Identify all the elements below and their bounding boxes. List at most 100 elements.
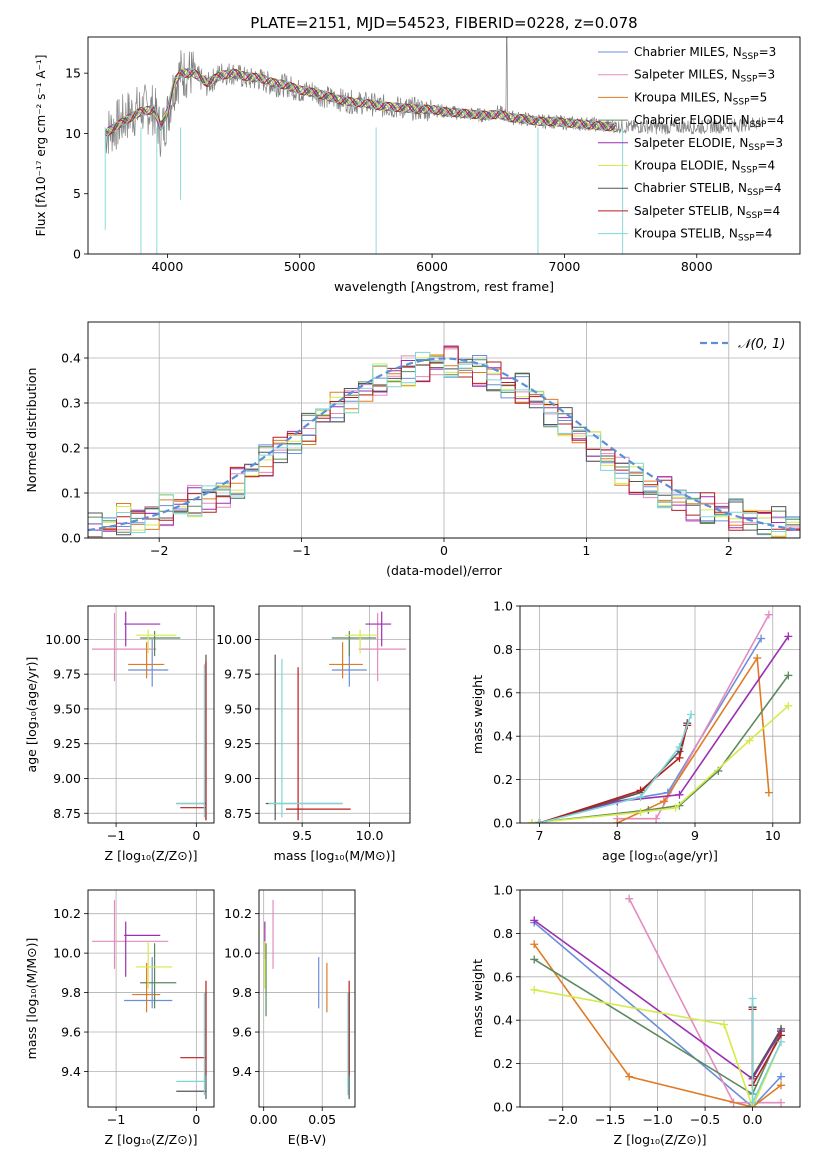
y-tick-label: 1.0: [493, 599, 513, 614]
y-tick-label: 10.2: [224, 906, 252, 921]
x-axis-label: age [log₁₀(age/yr)]: [602, 848, 718, 863]
plot-area: [104, 37, 764, 254]
chart-weight-vs-age: 7 8 9 10 0.0 0.2 0.4 0.6 0.8 1.0 age [log₁₀(age/yr…: [470, 599, 801, 863]
y-tick-label: 0.2: [61, 441, 81, 456]
y-tick-label: 9.00: [224, 771, 252, 786]
x-tick-label: 1: [582, 543, 590, 558]
plot-area: [527, 610, 793, 823]
plot-area: [264, 899, 350, 1100]
y-axis-label: age [log₁₀(age/yr)]: [24, 657, 39, 773]
legend-subscript: SSP: [748, 143, 765, 153]
plot-area: [530, 894, 786, 1107]
x-tick-label: 8: [613, 828, 621, 843]
observed-spectrum: [104, 37, 764, 157]
x-tick-label: −1.0: [642, 1112, 672, 1127]
y-tick-label: 0.1: [61, 486, 81, 501]
y-axis-label: mass weight: [470, 675, 485, 754]
axes-frame: [87, 321, 801, 539]
x-axis-label: wavelength [Angstrom, rest frame]: [334, 279, 554, 294]
weight-marker: [777, 1098, 786, 1107]
model-spectrum-1: [105, 68, 617, 137]
y-tick-label: 10.0: [224, 946, 252, 961]
y-tick-label: 0.2: [493, 772, 513, 787]
x-tick-label: 0: [440, 543, 448, 558]
weight-marker: [757, 634, 766, 643]
weight-marker: [784, 671, 793, 680]
legend-subscript: SSP: [742, 52, 759, 62]
weight-marker: [675, 743, 684, 752]
axes-frame: [519, 889, 801, 1108]
y-tick-label: 0.0: [493, 816, 513, 831]
weight-marker: [530, 955, 539, 964]
legend-subscript: SSP: [741, 166, 758, 176]
weight-line-8: [539, 714, 692, 823]
x-axis-label: Z [log₁₀(Z/Z⊙)]: [105, 848, 198, 863]
axes-frame: [87, 605, 215, 824]
y-tick-label: 0.0: [61, 531, 81, 546]
x-tick-label: 0.05: [308, 1112, 336, 1127]
x-tick-label: −0.5: [690, 1112, 720, 1127]
x-tick-label: 10: [765, 828, 781, 843]
plot-area: [88, 345, 800, 538]
legend-label: Kroupa ELODIE, NSSP=4: [634, 159, 775, 176]
legend-subscript: SSP: [750, 120, 767, 130]
legend-subscript: SSP: [733, 97, 750, 107]
weight-marker: [535, 819, 544, 823]
legend-subscript: SSP: [738, 234, 755, 244]
y-tick-label: 10.0: [53, 946, 81, 961]
x-tick-label: 0.00: [250, 1112, 278, 1127]
legend-value: =4: [757, 159, 775, 173]
x-tick-label: −1: [292, 543, 310, 558]
y-axis-label: mass [log₁₀(M/M⊙)]: [24, 938, 39, 1060]
weight-marker: [764, 610, 773, 619]
chart-age-vs-mass: 9.5 10.0 8.75 9.00 9.25 9.50 9.75 10.00 mass [lo…: [216, 605, 411, 863]
y-tick-label: 0.8: [493, 642, 513, 657]
y-tick-label: 9.50: [224, 701, 252, 716]
weight-line-2: [533, 943, 782, 1107]
weight-marker: [748, 994, 757, 1003]
y-tick-label: 9.6: [232, 1025, 252, 1040]
y-tick-label: 10.2: [53, 906, 81, 921]
y-tick-label: 0.4: [493, 1013, 513, 1028]
legend-value: =3: [765, 136, 783, 150]
x-axis-label: (data-model)/error: [386, 563, 503, 578]
weight-marker: [652, 814, 661, 823]
x-tick-label: 0: [192, 1112, 200, 1127]
chart-mass-vs-EBV: 0.00 0.05 9.4 9.6 9.8 10.0 10.2 E(B-V): [224, 889, 356, 1147]
legend: Chabrier MILES, NSSP=3 Salpeter MILES, NS…: [598, 45, 784, 244]
axes-frame: [87, 889, 215, 1108]
legend-label: Chabrier ELODIE, NSSP=4: [634, 113, 784, 130]
y-tick-label: 0.2: [493, 1056, 513, 1071]
x-tick-label: 0: [192, 828, 200, 843]
model-spectrum-8: [105, 68, 617, 138]
y-tick-label: 9.00: [53, 771, 81, 786]
chart-mass-vs-Z: −1 0 9.4 9.6 9.8 10.0 10.2 Z [log₁₀(Z/Z⊙)] mass …: [24, 889, 215, 1147]
weight-line-4: [539, 635, 789, 823]
weight-marker: [753, 654, 762, 663]
x-tick-label: 9.5: [292, 828, 312, 843]
y-tick-label: 9.8: [61, 985, 81, 1000]
axes-frame: [258, 605, 411, 824]
y-tick-label: 9.8: [232, 985, 252, 1000]
weight-marker: [530, 985, 539, 994]
y-tick-label: 9.25: [224, 736, 252, 751]
x-tick-label: 6000: [416, 259, 448, 274]
legend-value: =4: [763, 204, 781, 218]
weight-marker: [530, 916, 539, 925]
weight-marker: [644, 805, 653, 814]
weight-marker: [745, 736, 754, 745]
axes-frame: [258, 889, 356, 1108]
y-tick-label: 9.75: [53, 667, 81, 682]
weight-marker: [659, 797, 668, 806]
weight-line-0: [533, 921, 782, 1107]
y-tick-label: 9.25: [53, 736, 81, 751]
y-tick-label: 0.4: [61, 351, 81, 366]
x-tick-label: 7000: [549, 259, 581, 274]
axes-frame: [519, 605, 801, 824]
residual-histogram-8: [88, 351, 800, 538]
legend-value: =4: [764, 181, 782, 195]
y-tick-label: 9.75: [224, 667, 252, 682]
y-axis-label: Flux [fλ10⁻¹⁷ erg cm⁻² s⁻¹ A⁻¹]: [34, 55, 48, 237]
y-tick-label: 9.4: [232, 1064, 252, 1079]
x-tick-label: −1: [107, 1112, 125, 1127]
